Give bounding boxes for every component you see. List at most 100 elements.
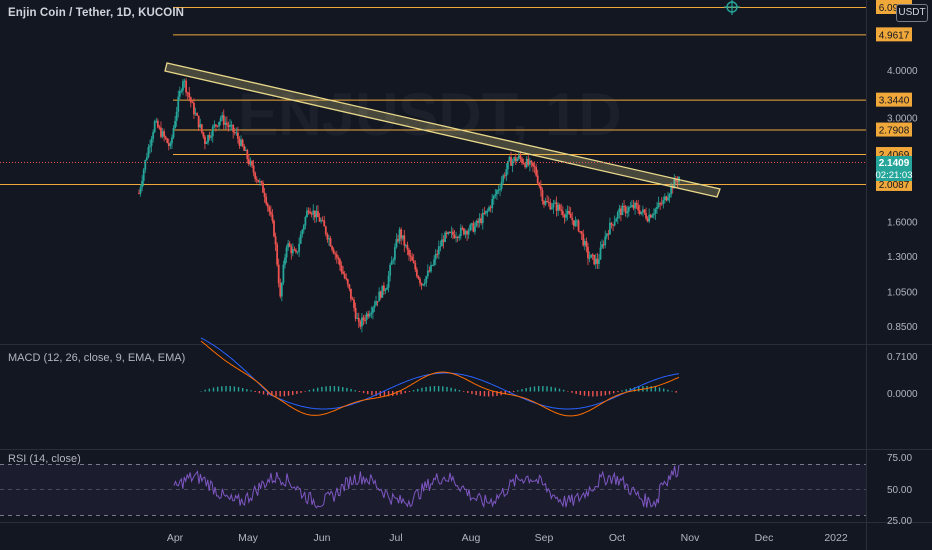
candle-body (577, 220, 580, 232)
candle-body (626, 211, 629, 214)
macd-histogram-bar (554, 387, 557, 392)
candle-body (448, 232, 451, 234)
macd-histogram-bar (550, 386, 552, 392)
candle-body (153, 121, 156, 133)
macd-histogram-bar (337, 386, 340, 392)
candle-body (591, 254, 594, 256)
macd-histogram-bar (342, 387, 344, 392)
candle-body (186, 92, 189, 94)
macd-histogram-bar (650, 386, 652, 392)
candle-body (609, 222, 611, 235)
target-icon[interactable] (724, 0, 740, 15)
candle-body (221, 115, 224, 119)
macd-histogram-bar (400, 391, 402, 395)
macd-histogram-bar (658, 387, 661, 392)
macd-histogram-bar (204, 389, 206, 392)
candle-body (481, 212, 484, 224)
candle-body (177, 96, 180, 112)
macd-histogram-bar (525, 387, 527, 392)
macd-histogram-bar (600, 391, 602, 397)
candle-body (444, 232, 447, 242)
candle-body (188, 92, 191, 98)
candle-body (538, 183, 541, 187)
candle-body (656, 206, 658, 209)
candle-body (194, 113, 197, 115)
time-axis-label: Jul (389, 532, 402, 544)
macd-title[interactable]: MACD (12, 26, close, 9, EMA, EMA) (8, 352, 186, 364)
candle-body (282, 264, 285, 283)
macd-histogram-bar (408, 391, 411, 392)
currency-button[interactable]: USDT (896, 4, 928, 22)
candle-body (519, 155, 522, 159)
macd-histogram-bar (312, 388, 315, 392)
candle-body (532, 162, 534, 167)
level-price-tag (876, 27, 912, 42)
candle-body (348, 284, 351, 289)
chart-title: Enjin Coin / Tether, 1D, KUCOIN (8, 7, 185, 19)
time-axis-label: Aug (462, 532, 481, 544)
candle-body (318, 217, 321, 222)
candle-body (235, 132, 238, 134)
trendline-band[interactable] (164, 62, 721, 198)
macd-histogram-bar (321, 386, 323, 392)
candle-body (458, 236, 461, 238)
candle-body (233, 131, 236, 133)
candle-body (351, 298, 354, 300)
level-price-tag (876, 122, 912, 137)
candle-body (328, 238, 330, 240)
candle-body (525, 158, 528, 168)
candle-body (375, 301, 377, 306)
macd-histogram-bar (667, 389, 669, 392)
rsi-title[interactable]: RSI (14, close) (8, 453, 81, 465)
candle-body (618, 208, 621, 213)
candle-body (663, 196, 666, 201)
macd-histogram-bar (462, 391, 465, 392)
candle-body (260, 181, 263, 183)
candle-body (215, 124, 217, 126)
candle-body (309, 211, 312, 214)
candle-body (560, 209, 563, 212)
candle-body (249, 161, 252, 165)
candle-body (469, 224, 472, 231)
candle-body (335, 254, 338, 258)
macd-signal-line (200, 340, 680, 417)
candle-body (528, 160, 531, 165)
macd-histogram-bar (300, 391, 302, 393)
candle-body (317, 211, 319, 218)
candle-body (230, 124, 233, 126)
candle-body (535, 167, 538, 176)
candle-body (491, 198, 494, 209)
macd-histogram-bar (671, 390, 673, 392)
candle-body (431, 265, 434, 267)
candle-body (370, 312, 373, 315)
candle-body (189, 97, 192, 103)
candle-body (434, 253, 437, 260)
macd-histogram-bar (446, 386, 448, 392)
candle-body (390, 260, 393, 265)
macd-histogram-bar (279, 391, 281, 397)
candle-body (138, 193, 140, 195)
macd-histogram-bar (471, 391, 473, 395)
candle-body (323, 220, 326, 227)
candle-body (324, 226, 327, 235)
time-axis-label: Sep (535, 532, 554, 544)
candle-body (339, 259, 341, 266)
candle-body (441, 239, 443, 247)
candle-body (582, 234, 585, 246)
candle-body (315, 211, 318, 218)
level-price-label: 6.0937 (879, 3, 910, 14)
macd-histogram-bar (216, 386, 219, 392)
candle-body (552, 203, 555, 208)
macd-histogram-bar (333, 386, 336, 392)
macd-histogram-bar (492, 391, 494, 397)
time-axis-label: Jun (314, 532, 331, 544)
candle-body (497, 189, 500, 191)
candle-body (169, 143, 172, 147)
candle-body (627, 207, 630, 212)
candle-body (605, 233, 608, 237)
macd-histogram-bar (496, 391, 498, 396)
candle-body (554, 202, 556, 204)
rsi-label-25: 25.00 (887, 516, 912, 527)
candle-body (255, 178, 258, 181)
